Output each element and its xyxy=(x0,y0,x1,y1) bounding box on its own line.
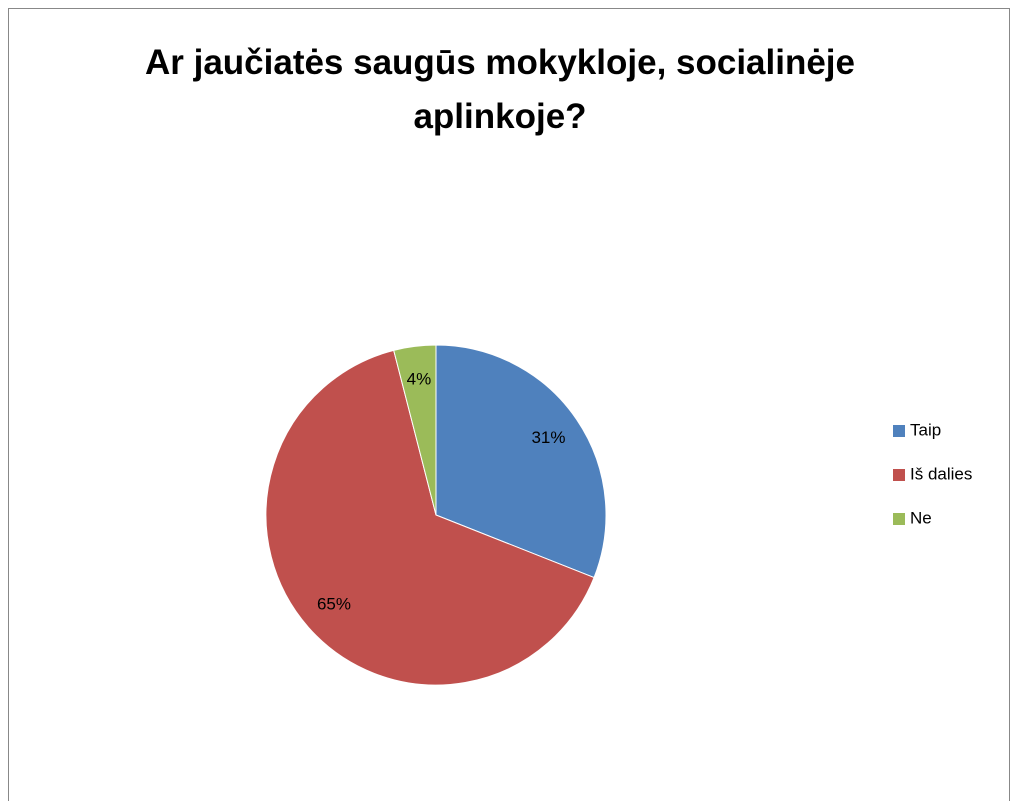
data-label: 65% xyxy=(317,594,351,613)
pie-slice xyxy=(265,349,595,686)
data-label: 31% xyxy=(531,428,565,447)
legend-swatch xyxy=(893,469,905,481)
legend-label: Taip xyxy=(910,420,941,439)
pie-slice xyxy=(393,344,437,516)
chart-title: Ar jaučiatės saugūs mokykloje, socialinė… xyxy=(144,43,856,136)
data-label: 4% xyxy=(407,370,432,389)
legend-swatch xyxy=(893,513,905,525)
legend-swatch xyxy=(893,425,905,437)
legend-label: Iš dalies xyxy=(910,464,972,483)
chart-frame xyxy=(8,8,1010,801)
pie-slice xyxy=(435,344,607,579)
legend-label: Ne xyxy=(910,508,932,527)
